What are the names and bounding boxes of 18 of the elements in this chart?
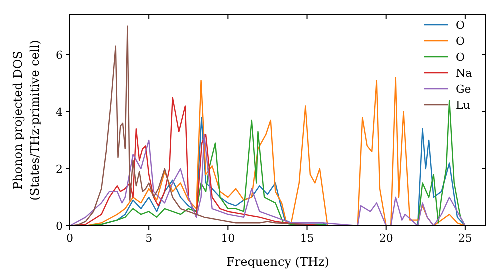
- legend-label: O: [456, 35, 466, 48]
- legend-label: Lu: [456, 99, 470, 112]
- y-tick-label: 6: [56, 48, 63, 62]
- legend-label: O: [456, 51, 466, 64]
- y-tick-label: 2: [56, 162, 63, 176]
- x-tick-label: 15: [300, 232, 314, 245]
- x-tick-label: 0: [66, 232, 74, 245]
- x-tick-label: 10: [221, 232, 236, 245]
- legend-label: Na: [456, 67, 473, 80]
- x-tick-label: 25: [458, 232, 472, 245]
- y-axis-title: Phonon projected DOS (States/THz·primitive cell): [11, 40, 42, 201]
- legend-label: Ge: [456, 83, 472, 96]
- y-tick-label: 4: [56, 106, 63, 119]
- y-tick-label: 0: [56, 220, 63, 233]
- x-tick-label: 20: [379, 232, 394, 245]
- legend-label: O: [456, 19, 466, 32]
- x-axis-title: Frequency (THz): [226, 255, 330, 269]
- x-tick-label: 5: [146, 232, 153, 245]
